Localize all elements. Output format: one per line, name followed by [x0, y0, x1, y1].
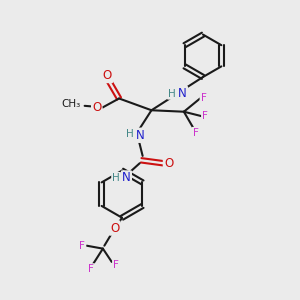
Text: O: O [92, 101, 101, 114]
Text: H: H [168, 88, 176, 99]
Text: F: F [193, 128, 199, 138]
Text: H: H [125, 129, 133, 139]
Text: F: F [202, 111, 208, 121]
Text: O: O [103, 69, 112, 82]
Text: F: F [113, 260, 119, 270]
Text: N: N [122, 172, 131, 184]
Text: F: F [88, 264, 94, 274]
Text: H: H [112, 173, 120, 183]
Text: F: F [79, 241, 85, 251]
Text: F: F [201, 94, 206, 103]
Text: CH₃: CH₃ [62, 99, 81, 110]
Text: O: O [164, 157, 173, 170]
Text: O: O [110, 221, 119, 235]
Text: N: N [136, 129, 145, 142]
Text: N: N [178, 87, 187, 100]
